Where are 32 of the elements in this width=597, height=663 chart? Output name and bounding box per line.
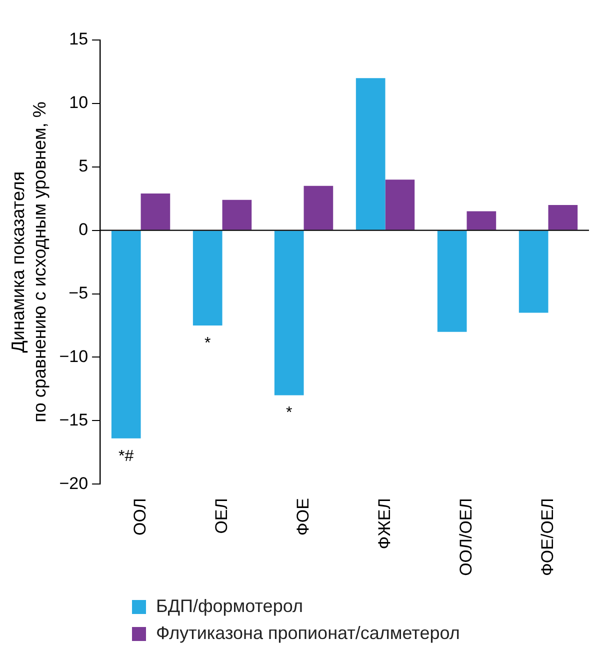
bar bbox=[304, 186, 334, 230]
annotation: * bbox=[286, 404, 292, 422]
annotation: *# bbox=[118, 448, 134, 465]
legend-label: Флутиказона пропионат/салметерол bbox=[156, 623, 460, 644]
bar bbox=[356, 78, 386, 230]
x-tick-label: ФОЕ bbox=[293, 498, 312, 536]
bar bbox=[548, 204, 578, 230]
bar bbox=[111, 230, 141, 438]
y-tick-label: −15 bbox=[59, 410, 88, 430]
y-axis-title: Динамика показателя по сравнению с исходным уровнем, % bbox=[8, 102, 50, 422]
x-tick-label: ФЖЕЛ bbox=[374, 498, 394, 550]
y-tick-label: 10 bbox=[69, 93, 88, 112]
bar bbox=[466, 211, 496, 230]
y-tick-label: 15 bbox=[69, 30, 88, 49]
y-tick-label: −10 bbox=[59, 346, 88, 366]
bar bbox=[222, 200, 252, 230]
bar bbox=[140, 194, 170, 230]
x-tick-label: ООЛ/ОЕЛ bbox=[456, 498, 476, 576]
y-tick-label: −20 bbox=[59, 474, 88, 493]
y-tick-label: 0 bbox=[78, 220, 88, 240]
y-tick-label: −5 bbox=[68, 283, 88, 302]
y-tick-label: 5 bbox=[78, 156, 88, 176]
bar bbox=[385, 180, 415, 230]
bar bbox=[437, 230, 467, 332]
bar bbox=[518, 230, 548, 313]
bar bbox=[274, 230, 304, 396]
annotation: * bbox=[204, 334, 211, 352]
x-tick-label: ОЕЛ bbox=[212, 498, 231, 534]
bar bbox=[192, 230, 222, 326]
legend-label: БДП/формотерол bbox=[156, 596, 303, 617]
x-tick-label: ФОЕ/ОЕЛ bbox=[538, 498, 557, 576]
x-tick-label: ООЛ bbox=[130, 498, 150, 536]
